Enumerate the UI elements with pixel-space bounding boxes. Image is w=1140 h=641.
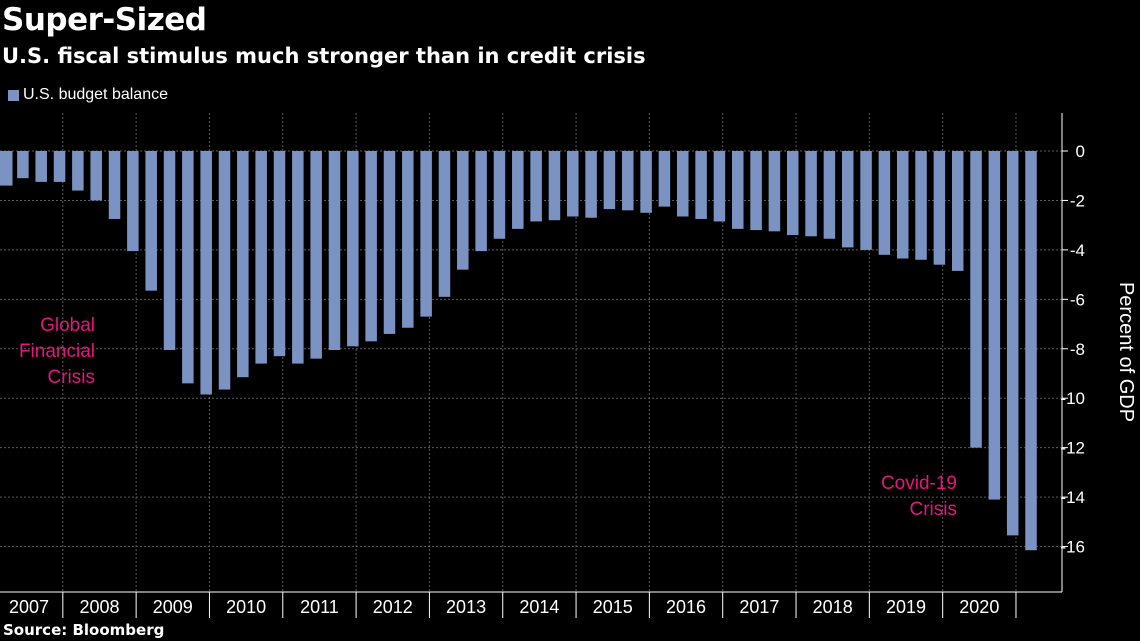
x-tick-label: 2009 (153, 597, 193, 617)
bar (805, 151, 817, 237)
bar (310, 151, 322, 359)
bar (53, 151, 66, 182)
bar (127, 151, 139, 252)
x-tick-label: 2020 (959, 597, 999, 617)
x-tick-label: 2014 (519, 597, 559, 617)
y-tick-label: -16 (1060, 538, 1085, 557)
bar (567, 151, 579, 217)
source-note: Source: Bloomberg (3, 621, 165, 639)
bar (90, 151, 102, 201)
bar (530, 151, 542, 222)
bar (292, 151, 304, 364)
bar (420, 151, 432, 317)
chart-title: Super-Sized (2, 2, 207, 38)
bar (0, 151, 13, 186)
y-axis-title: Percent of GDP (1115, 282, 1137, 422)
bar (677, 151, 689, 217)
bar (860, 151, 872, 250)
y-tick-label: -6 (1070, 290, 1085, 309)
y-tick-label: -4 (1070, 241, 1085, 260)
bar (17, 151, 29, 179)
y-tick-label: -14 (1060, 488, 1085, 507)
bar (896, 151, 909, 259)
bar (163, 151, 176, 350)
bar (915, 151, 927, 260)
bar (640, 151, 652, 213)
bar (841, 151, 854, 248)
bar (457, 151, 469, 270)
bar (218, 151, 231, 390)
bar (35, 151, 47, 182)
bar (475, 151, 487, 252)
bar (548, 151, 561, 221)
bar (695, 151, 707, 219)
x-tick-label: 2016 (666, 597, 706, 617)
annotation-global-financial-crisis: Global Financial Crisis (19, 315, 95, 388)
y-tick-label: 0 (1076, 142, 1085, 161)
bar (145, 151, 157, 291)
bar (365, 151, 377, 342)
annotation-line: Global (40, 315, 95, 336)
annotation-line: Crisis (48, 367, 96, 388)
x-tick-label: 2012 (373, 597, 413, 617)
x-tick-label: 2013 (446, 597, 486, 617)
bar (108, 151, 121, 219)
bar (72, 151, 84, 191)
bar (933, 151, 946, 265)
y-tick-label: -10 (1060, 389, 1085, 408)
bar (512, 151, 524, 229)
bar (237, 151, 249, 378)
annotation-covid-19-crisis: Covid-19 Crisis (881, 473, 957, 520)
bar (328, 151, 341, 350)
bar (970, 151, 982, 448)
bar (273, 151, 286, 357)
x-tick-label: 2015 (593, 597, 633, 617)
legend-swatch (8, 89, 19, 101)
bar (1025, 151, 1037, 551)
bar (823, 151, 836, 239)
annotation-line: Covid-19 (881, 473, 957, 494)
chart-subtitle: U.S. fiscal stimulus much stronger than … (2, 44, 646, 68)
bar (750, 151, 762, 231)
x-tick-label: 2019 (886, 597, 926, 617)
bar (732, 151, 744, 229)
bar (768, 151, 781, 232)
x-tick-label: 2011 (300, 597, 339, 617)
y-tick-label: -8 (1070, 340, 1085, 359)
bar (438, 151, 451, 297)
bar (878, 151, 891, 255)
y-tick-label: -2 (1070, 191, 1085, 210)
bar (585, 151, 597, 218)
bar (786, 151, 799, 236)
x-tick-label: 2018 (813, 597, 853, 617)
bar (493, 151, 506, 239)
bar (402, 151, 414, 328)
bar (383, 151, 396, 334)
bar (200, 151, 212, 395)
bar (347, 151, 359, 347)
y-tick-label: -12 (1060, 439, 1085, 458)
annotation-line: Crisis (910, 499, 958, 520)
x-tick-label: 2007 (9, 597, 49, 617)
bar (603, 151, 616, 210)
x-tick-label: 2010 (226, 597, 266, 617)
x-tick-label: 2017 (739, 597, 779, 617)
legend-label: U.S. budget balance (23, 86, 168, 103)
bar (951, 151, 964, 271)
annotation-line: Financial (19, 341, 95, 362)
legend: U.S. budget balance (8, 86, 168, 104)
bar (182, 151, 194, 384)
bar (658, 151, 671, 207)
x-tick-label: 2008 (79, 597, 119, 617)
bar (255, 151, 267, 364)
bar (988, 151, 1001, 500)
bar (713, 151, 726, 222)
bar (1006, 151, 1019, 536)
bar (622, 151, 634, 211)
